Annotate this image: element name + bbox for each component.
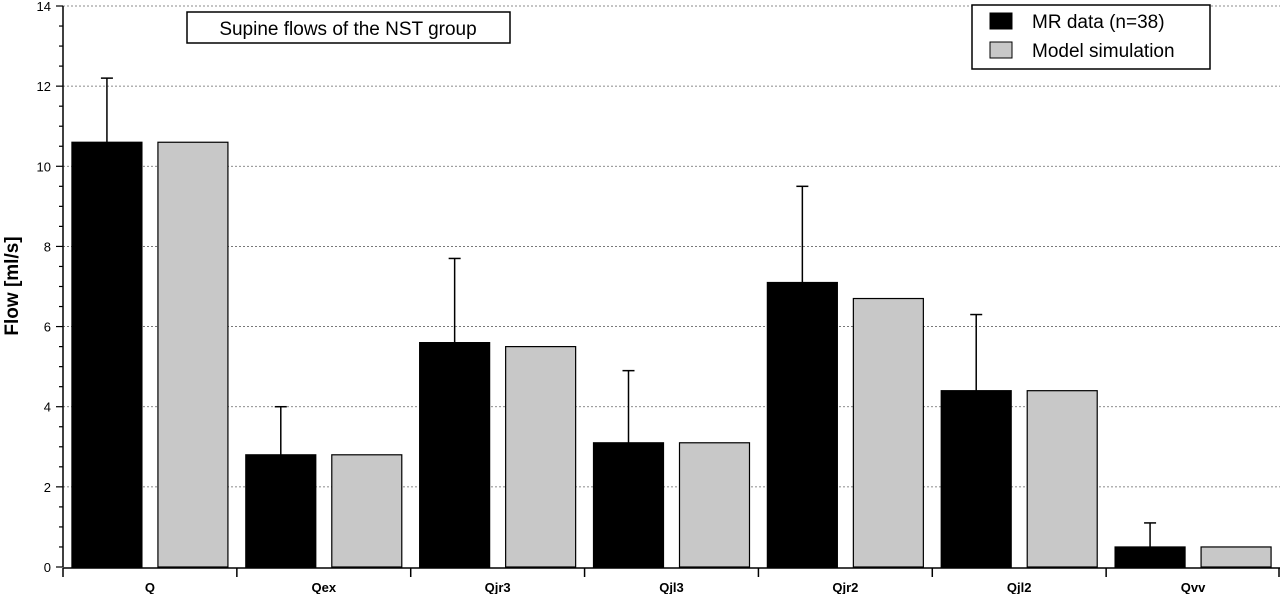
x-tick-label: Qjr3 [485,580,511,594]
bar-model-simulation-qjl2 [1026,390,1098,568]
bar-model-simulation-qjr2 [852,297,924,568]
bar-model-simulation-q [157,141,229,568]
grid-lines [63,5,1280,488]
y-tick-label: 12 [37,79,51,94]
bar-mr-data-qjr2 [766,281,838,568]
y-axis-label: Flow [ml/s] [2,236,23,335]
bar-model-simulation-qvv [1200,546,1272,568]
bar-mr-data-qjr3 [419,342,491,568]
x-tick-label: Qjl2 [1007,580,1032,594]
bar-mr-data-qex [245,454,317,568]
axes: 0 2 4 6 8 10 12 14 Q Qex Qjr3 Qjl3 Qjr2 Qjl2 Qvv [37,0,1280,594]
chart-title-box: Supine flows of the NST group [186,11,511,44]
legend-label-model-simulation: Model simulation [1032,41,1175,62]
bar-model-simulation-qjr3 [505,346,577,568]
x-tick-label: Qjr2 [832,580,858,594]
legend: MR data (n=38) Model simulation [971,4,1211,70]
x-tick-label: Qex [311,580,336,594]
x-tick-label: Qjl3 [659,580,684,594]
y-tick-label: 8 [44,239,51,254]
y-tick-label: 14 [37,0,51,14]
legend-swatch-model-simulation [989,41,1013,59]
bar-mr-data-q [71,141,143,568]
y-tick-label: 0 [44,560,51,575]
x-tick-label: Qvv [1181,580,1206,594]
bars [71,77,1272,568]
y-tick-label: 4 [44,400,51,415]
legend-label-mr-data: MR data (n=38) [1032,12,1165,33]
legend-swatch-mr-data [989,12,1013,30]
bar-model-simulation-qjl3 [678,442,751,568]
x-tick-label: Q [145,580,155,594]
y-tick-label: 6 [44,320,51,335]
bar-model-simulation-qex [331,454,403,568]
bar-mr-data-qjl2 [940,390,1012,568]
y-tick-label: 10 [37,159,51,174]
y-tick-label: 2 [44,480,51,495]
bar-mr-data-qjl3 [592,442,665,568]
chart-title: Supine flows of the NST group [219,19,476,40]
bar-mr-data-qvv [1114,546,1186,568]
